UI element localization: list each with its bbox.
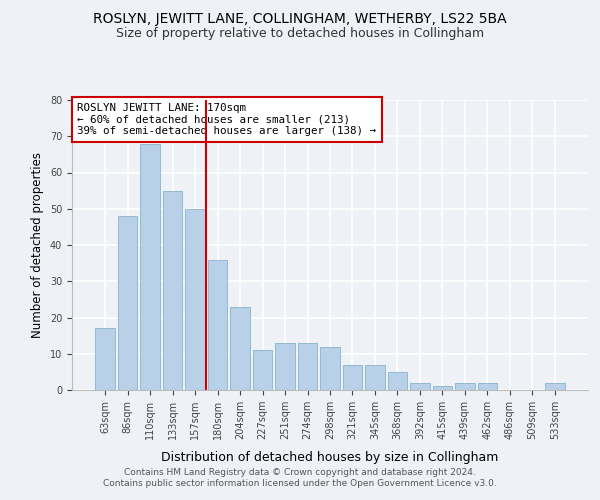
Bar: [410, 383, 430, 390]
Bar: [455, 383, 475, 390]
Text: ROSLYN, JEWITT LANE, COLLINGHAM, WETHERBY, LS22 5BA: ROSLYN, JEWITT LANE, COLLINGHAM, WETHERB…: [93, 12, 507, 26]
Text: Size of property relative to detached houses in Collingham: Size of property relative to detached ho…: [116, 28, 484, 40]
Bar: [478, 383, 497, 390]
Bar: [275, 343, 295, 390]
Bar: [433, 386, 452, 390]
Bar: [118, 216, 137, 390]
Text: Distribution of detached houses by size in Collingham: Distribution of detached houses by size …: [161, 451, 499, 464]
Bar: [298, 343, 317, 390]
Bar: [208, 260, 227, 390]
Bar: [320, 346, 340, 390]
Bar: [185, 209, 205, 390]
Bar: [388, 372, 407, 390]
Bar: [140, 144, 160, 390]
Bar: [545, 383, 565, 390]
Text: ROSLYN JEWITT LANE: 170sqm
← 60% of detached houses are smaller (213)
39% of sem: ROSLYN JEWITT LANE: 170sqm ← 60% of deta…: [77, 103, 376, 136]
Bar: [95, 328, 115, 390]
Y-axis label: Number of detached properties: Number of detached properties: [31, 152, 44, 338]
Text: Contains HM Land Registry data © Crown copyright and database right 2024.
Contai: Contains HM Land Registry data © Crown c…: [103, 468, 497, 487]
Bar: [365, 364, 385, 390]
Bar: [163, 190, 182, 390]
Bar: [343, 364, 362, 390]
Bar: [253, 350, 272, 390]
Bar: [230, 306, 250, 390]
